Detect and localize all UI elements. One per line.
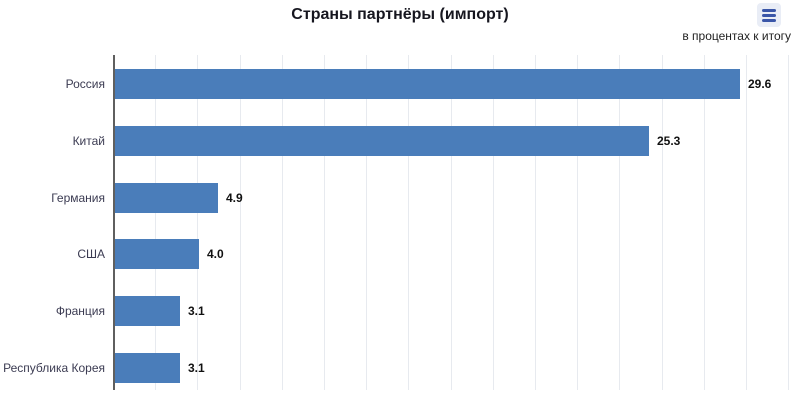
gridline (324, 55, 325, 390)
value-label: 3.1 (188, 361, 205, 375)
category-label: Россия (65, 77, 105, 91)
category-label: Франция (55, 304, 105, 319)
hamburger-bar (762, 18, 776, 22)
bar-1[interactable] (115, 69, 740, 99)
value-label: 3.1 (188, 304, 205, 319)
bar-6[interactable] (115, 353, 180, 383)
gridline (239, 55, 241, 390)
gridline (619, 55, 621, 390)
category-label: Республика Корея (3, 361, 105, 375)
gridline (746, 55, 747, 390)
gridline (703, 55, 705, 390)
gridline (366, 55, 368, 390)
value-label: 29.6 (748, 77, 772, 91)
hamburger-icon (762, 8, 776, 22)
gridline (155, 55, 157, 390)
plot-area: Россия 29.6 Китай 25.3 Германия 4.9 США 4.0 Фран… (0, 55, 800, 390)
value-label: 4.0 (207, 247, 224, 262)
gridline (281, 55, 283, 390)
value-label: 25.3 (657, 133, 681, 148)
menu-button[interactable] (757, 3, 781, 27)
bar-5[interactable] (115, 296, 180, 327)
hamburger-bar (762, 8, 776, 12)
gridline (197, 55, 199, 390)
gridline (535, 55, 536, 390)
y-axis-line (113, 55, 115, 390)
bar-4[interactable] (115, 239, 199, 270)
value-label: 4.9 (226, 190, 243, 205)
category-label: Германия (51, 190, 105, 205)
gridline (577, 55, 579, 390)
gridline (788, 55, 790, 390)
hamburger-bar (762, 13, 776, 17)
chart-subtitle: в процентах к итогу (682, 29, 791, 43)
category-label: Китай (72, 133, 105, 148)
gridline (450, 55, 452, 390)
category-label: США (77, 247, 105, 262)
gridline (661, 55, 663, 390)
bar-3[interactable] (115, 182, 218, 213)
bar-2[interactable] (115, 125, 649, 156)
chart-title: Страны партнёры (импорт) (291, 6, 509, 23)
gridline (408, 55, 410, 390)
gridline (492, 55, 494, 390)
